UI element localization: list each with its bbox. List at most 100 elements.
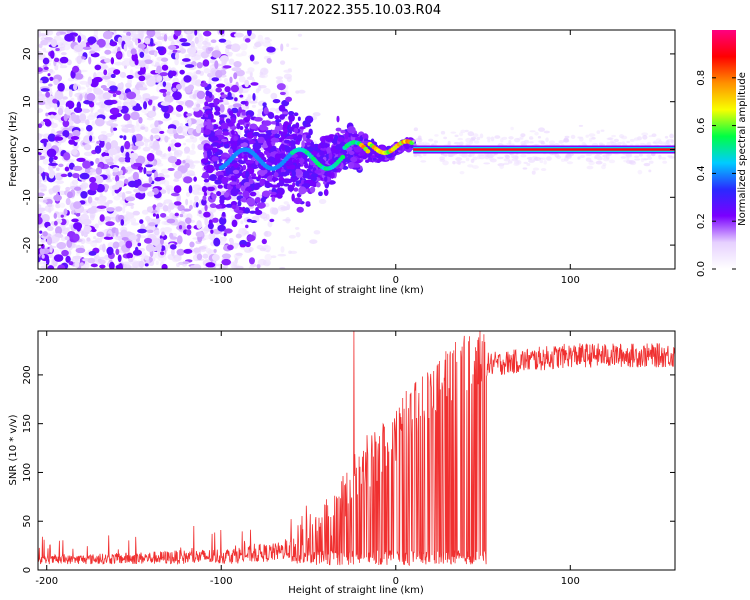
spectral-blob (46, 236, 53, 246)
spectral-speckle (163, 174, 170, 178)
colorbar-tick-label: 0.0 (696, 261, 707, 277)
spectral-speckle (173, 149, 183, 156)
spectral-blob (252, 93, 256, 101)
spectral-blob (230, 43, 241, 53)
spectral-blob (40, 88, 50, 92)
spectral-blob (318, 191, 323, 197)
spectral-blob (192, 263, 202, 269)
spectral-blob (148, 176, 153, 184)
spectral-blob (245, 160, 255, 164)
spectral-speckle (512, 155, 519, 159)
spectral-blob (38, 155, 46, 160)
spectral-blob (172, 91, 182, 101)
spectral-blob (287, 184, 295, 192)
spectral-blob (264, 135, 268, 140)
spectral-blob (132, 105, 143, 112)
spectral-speckle (642, 135, 648, 140)
spectral-blob (156, 65, 162, 74)
spectral-blob (42, 118, 51, 123)
spectral-speckle (312, 112, 321, 117)
spectral-blob (138, 116, 143, 124)
spectral-blob (220, 156, 228, 160)
spectral-speckle (588, 133, 596, 137)
spectral-blob (218, 38, 227, 43)
spectral-blob (316, 181, 321, 188)
spectral-speckle (647, 156, 653, 161)
spectral-speckle (483, 162, 491, 165)
spectral-blob (95, 157, 100, 165)
y-tick-label: -20 (22, 237, 33, 253)
spectral-blob (200, 82, 209, 88)
spectral-speckle (558, 140, 564, 144)
spectral-speckle (473, 140, 480, 144)
spectral-speckle (478, 154, 486, 160)
spectral-blob (216, 83, 226, 88)
spectrogram-x-label: Height of straight line (km) (288, 285, 424, 296)
spectral-speckle (510, 126, 514, 131)
spectral-speckle (597, 157, 603, 161)
spectral-blob (184, 217, 192, 224)
spectral-blob (230, 117, 236, 123)
spectral-speckle (38, 204, 42, 209)
spectral-speckle (620, 156, 627, 159)
spectral-speckle (537, 135, 542, 139)
spectral-speckle (42, 158, 49, 165)
spectral-speckle (270, 255, 277, 259)
spectral-blob (174, 52, 180, 61)
spectral-blob (281, 147, 286, 151)
spectral-blob (230, 188, 239, 197)
spectral-blob (131, 135, 137, 144)
spectral-blob (60, 52, 67, 56)
spectral-blob (237, 139, 245, 144)
spectral-blob (335, 127, 342, 132)
spectral-speckle (266, 249, 270, 253)
spectral-blob (100, 84, 107, 89)
spectral-blob (262, 120, 272, 126)
spectral-speckle (639, 142, 646, 146)
spectral-blob (248, 257, 255, 265)
spectral-blob (139, 60, 146, 68)
spectral-blob (44, 37, 53, 41)
spectral-blob (225, 118, 231, 124)
spectral-blob (166, 218, 176, 224)
spectral-speckle (99, 64, 108, 70)
spectral-blob (106, 233, 111, 237)
spectral-blob (404, 143, 409, 149)
y-tick-label: 10 (22, 95, 33, 108)
spectral-blob (156, 202, 163, 208)
spectral-blob (242, 190, 250, 199)
spectral-blob (208, 91, 213, 98)
spectral-blob (94, 175, 104, 185)
spectral-blob (134, 58, 139, 66)
spectral-blob (95, 166, 102, 175)
spectral-speckle (263, 69, 267, 73)
spectral-blob (201, 185, 208, 193)
spectrogram-heatmap (38, 30, 675, 269)
spectral-blob (53, 78, 59, 86)
spectral-speckle (531, 170, 536, 175)
spectral-speckle (255, 88, 260, 94)
spectral-speckle (113, 195, 121, 201)
spectral-blob (89, 43, 100, 52)
spectral-speckle (664, 135, 669, 139)
spectral-blob (134, 140, 145, 147)
spectral-blob (83, 143, 92, 151)
spectral-blob (261, 238, 267, 245)
spectral-blob (117, 82, 123, 88)
spectral-speckle (283, 201, 290, 205)
spectral-speckle (297, 33, 303, 37)
spectral-blob (272, 98, 281, 104)
spectral-blob (305, 201, 311, 206)
spectral-speckle (187, 34, 193, 42)
spectral-speckle (170, 139, 177, 144)
spectral-speckle (248, 266, 255, 269)
spectral-blob (288, 164, 296, 170)
spectral-speckle (588, 160, 595, 166)
spectral-blob (190, 265, 195, 269)
spectral-blob (144, 37, 151, 44)
spectral-blob (323, 189, 329, 197)
spectral-blob (162, 91, 167, 98)
spectral-speckle (166, 153, 171, 158)
spectral-speckle (595, 160, 603, 165)
spectral-blob (55, 47, 60, 52)
